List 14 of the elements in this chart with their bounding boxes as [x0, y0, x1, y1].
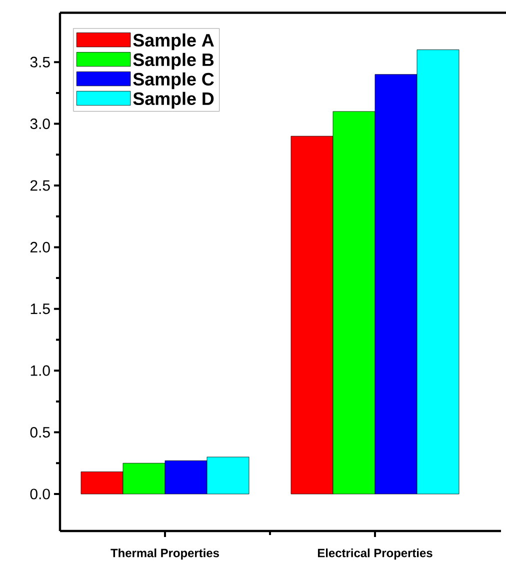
legend-label: Sample B [133, 52, 214, 70]
y-tick-label: 3.5 [30, 56, 50, 68]
x-tick-label: Thermal Properties [110, 548, 219, 560]
y-tick-label: 1.5 [30, 304, 50, 314]
y-tick-label: 0.0 [30, 488, 50, 500]
x-tick-label: Electrical Properties [318, 548, 432, 560]
legend-label: Sample A [133, 33, 214, 50]
y-tick-label: 0.5 [30, 427, 50, 438]
legend-label: Sample D [133, 92, 214, 109]
legend-label: Sample C [133, 72, 214, 90]
y-tick-label: 1.0 [30, 365, 50, 376]
y-tick-label: 3.0 [30, 118, 50, 130]
y-tick-label: 2.5 [30, 180, 50, 191]
y-tick-label: 2.0 [30, 242, 50, 252]
